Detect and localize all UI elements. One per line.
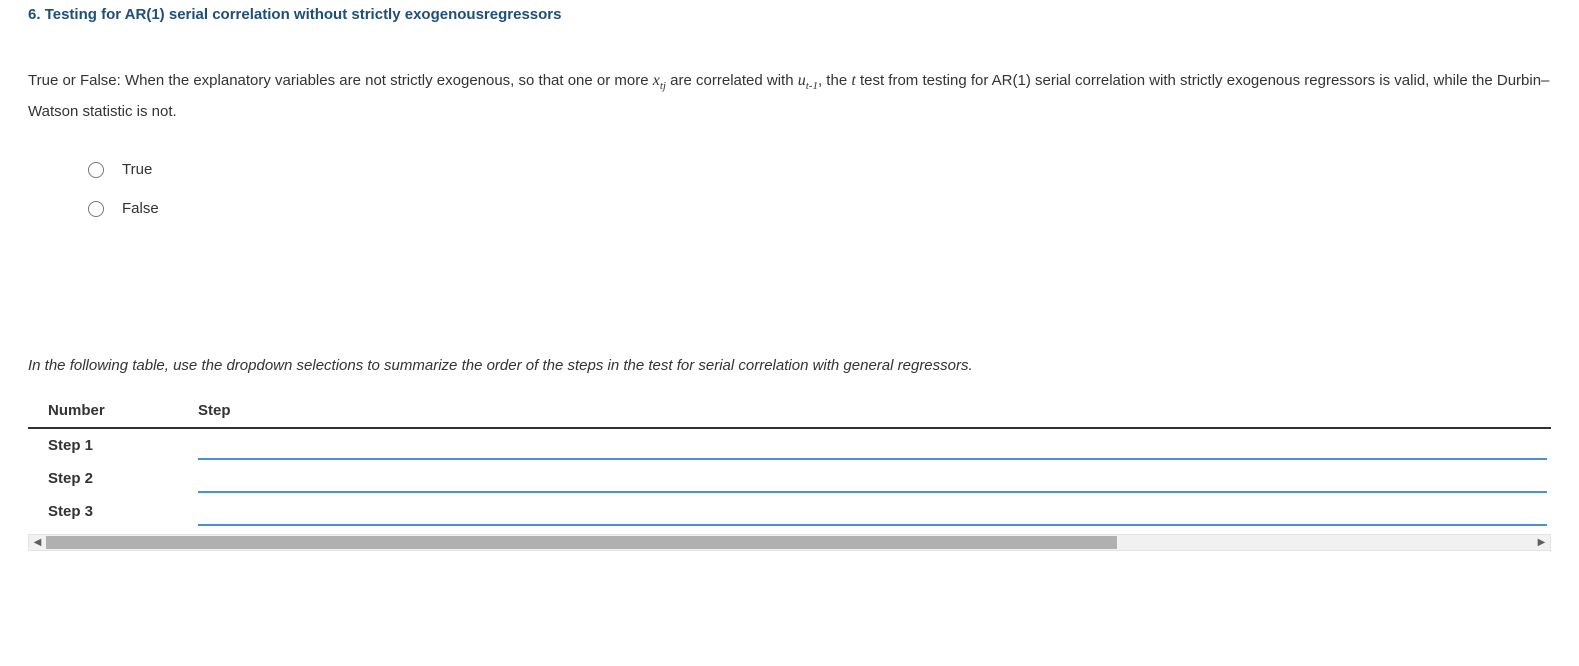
table-row: Step 2 [28,462,1551,495]
radio-icon [88,201,104,217]
steps-table: Number Step Step 1 Step 2 Step 3 [28,396,1551,528]
radio-label: False [122,200,159,217]
table-row: Step 1 [28,428,1551,462]
radio-label: True [122,161,152,178]
scroll-left-arrow-icon[interactable]: ◀ [29,535,46,550]
radio-option-true[interactable]: True [88,161,1551,178]
col-header-step: Step [198,396,1551,428]
step-dropdown[interactable] [198,498,1547,526]
horizontal-scrollbar[interactable]: ◀ ▶ [28,534,1551,551]
question-title-text: Testing for AR(1) serial correlation wit… [45,6,562,23]
step-dropdown-cell [198,462,1551,495]
radio-icon [88,162,104,178]
prompt-mid2: , the [818,72,851,89]
scroll-thumb[interactable] [46,536,1117,549]
table-header-row: Number Step [28,396,1551,428]
step-dropdown-cell [198,428,1551,462]
col-header-number: Number [28,396,198,428]
radio-option-false[interactable]: False [88,200,1551,217]
scroll-right-arrow-icon[interactable]: ▶ [1533,535,1550,550]
prompt-mid1: are correlated with [666,72,798,89]
step-dropdown[interactable] [198,465,1547,493]
radio-group: True False [88,161,1551,217]
table-instructions: In the following table, use the dropdown… [28,357,1551,374]
question-number: 6. [28,6,41,23]
question-page: 6. Testing for AR(1) serial correlation … [0,0,1579,551]
step-number-cell: Step 1 [28,428,198,462]
step-dropdown[interactable] [198,432,1547,460]
step-number-cell: Step 3 [28,495,198,528]
step-number-cell: Step 2 [28,462,198,495]
question-prompt: True or False: When the explanatory vari… [28,65,1551,127]
math-var-xtj: xtj [653,72,666,89]
question-title: 6. Testing for AR(1) serial correlation … [28,6,1551,23]
math-var-ut1: ut-1 [798,72,818,89]
step-dropdown-cell [198,495,1551,528]
scroll-track[interactable] [46,535,1533,550]
table-row: Step 3 [28,495,1551,528]
prompt-prefix: True or False: When the explanatory vari… [28,72,653,89]
